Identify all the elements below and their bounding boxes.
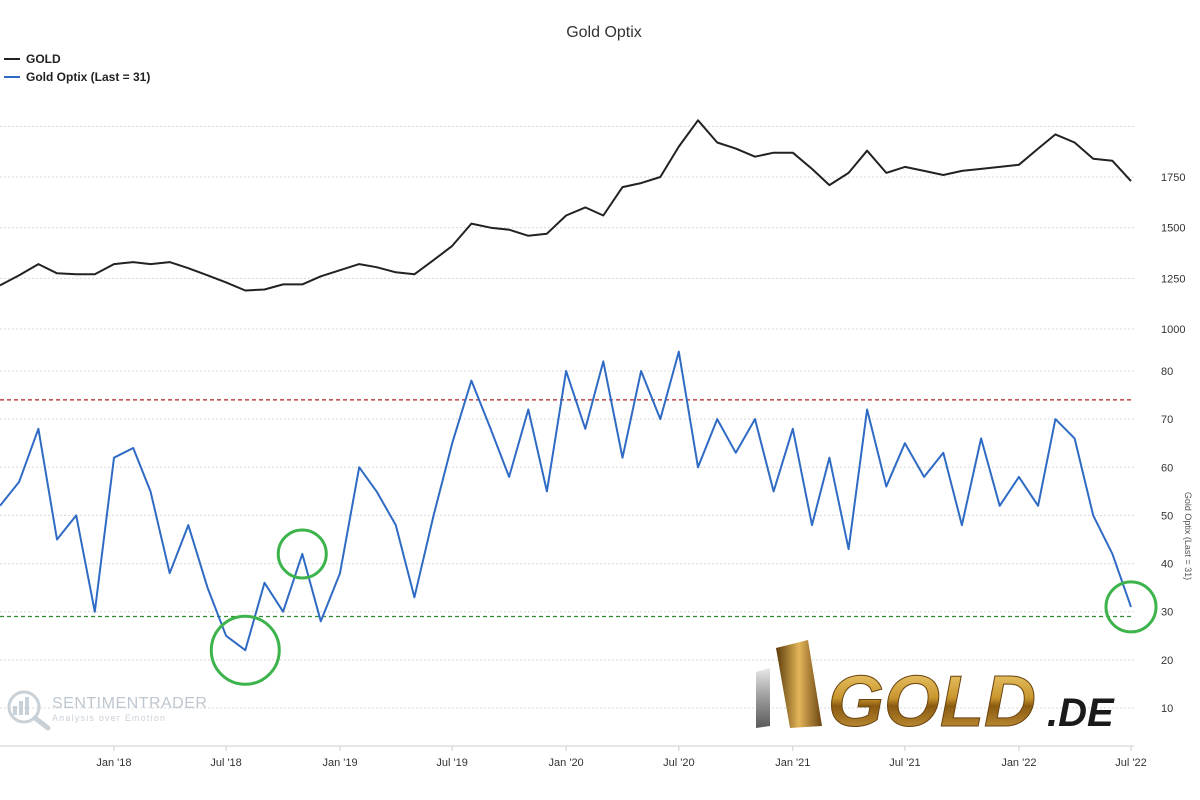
sentimentrader-name: SENTIMENTRADER [52, 695, 207, 712]
gold-de-logo: GOLD .DE [756, 640, 1115, 743]
x-tick-label: Jul '18 [210, 757, 241, 769]
x-tick-label: Jul '21 [889, 757, 920, 769]
optix-tick-label: 40 [1161, 559, 1173, 571]
x-tick-label: Jan '18 [96, 757, 131, 769]
reference-lines [0, 399, 1134, 618]
optix-tick-label: 20 [1161, 655, 1173, 667]
sentimentrader-logo-icon [7, 690, 51, 731]
optix-tick-label: 70 [1161, 414, 1173, 426]
x-tick-label: Jul '20 [663, 757, 694, 769]
gold-bars-icon [756, 640, 822, 728]
gold-price-line [0, 119, 1132, 292]
x-tick-label: Jul '22 [1115, 757, 1146, 769]
x-axis-ticks: Jan '18 Jul '18 Jan '19 Jul '19 Jan '20 Jul '… [96, 746, 1147, 769]
gold-de-brand-name: GOLD [828, 662, 1036, 742]
highlight-circles [209, 528, 1158, 686]
x-tick-label: Jan '21 [775, 757, 810, 769]
legend-item-gold-optix[interactable]: Gold Optix (Last = 31) [4, 70, 150, 84]
optix-tick-label: 80 [1161, 366, 1173, 378]
x-tick-label: Jan '19 [322, 757, 357, 769]
series-layer [0, 119, 1132, 652]
optix-tick-label: 30 [1161, 607, 1173, 619]
optix-axis-title: Gold Optix (Last = 31) [1183, 492, 1193, 580]
highlight-circle [209, 614, 281, 686]
x-tick-label: Jul '19 [436, 757, 467, 769]
highlight-circle [276, 528, 328, 580]
legend-label-gold: GOLD [26, 52, 61, 66]
sentimentrader-watermark: SENTIMENTRADER Analysis over Emotion [7, 690, 207, 731]
chart-title: Gold Optix [566, 24, 642, 41]
gridlines [0, 125, 1134, 747]
optix-tick-label: 10 [1161, 703, 1173, 715]
x-tick-label: Jan '20 [549, 757, 584, 769]
gold-de-brand-suffix: .DE [1047, 691, 1115, 735]
x-tick-label: Jan '22 [1001, 757, 1036, 769]
highlight-circle [1104, 580, 1158, 634]
optix-tick-label: 60 [1161, 462, 1173, 474]
optix-tick-label: 50 [1161, 510, 1173, 522]
sentimentrader-tagline: Analysis over Emotion [52, 713, 166, 723]
gold-optix-line [0, 350, 1132, 652]
gold-tick-label: 1250 [1161, 273, 1185, 285]
legend-item-gold[interactable]: GOLD [4, 52, 61, 66]
gold-axis-ticks: 1000 1250 1500 1750 [1161, 172, 1185, 336]
gold-tick-label: 1500 [1161, 223, 1185, 235]
legend-label-gold-optix: Gold Optix (Last = 31) [26, 70, 150, 84]
gold-tick-label: 1000 [1161, 324, 1185, 336]
legend: GOLD Gold Optix (Last = 31) [4, 52, 150, 84]
optix-axis-ticks: 10 20 30 40 50 60 70 80 [1161, 366, 1173, 715]
gold-tick-label: 1750 [1161, 172, 1185, 184]
